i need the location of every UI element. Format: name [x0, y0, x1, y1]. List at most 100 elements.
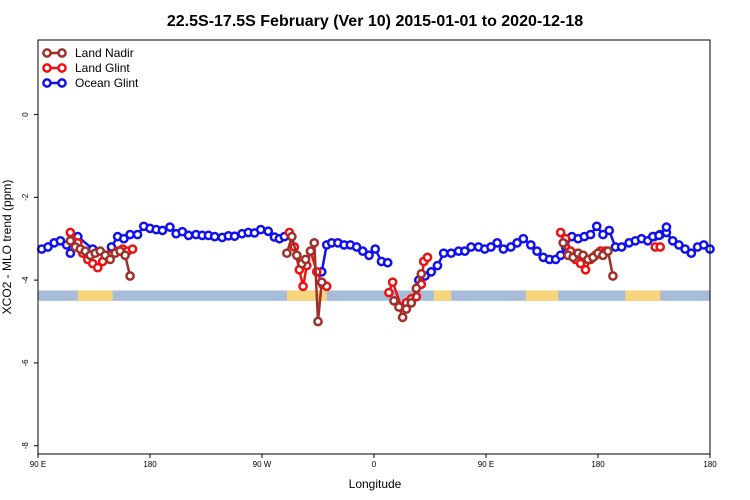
legend-item-land-glint: Land Glint — [42, 61, 130, 75]
land-nadir-point — [608, 271, 618, 281]
land-nadir-point — [406, 298, 417, 308]
map-background-band — [38, 290, 710, 301]
ocean-glint-point — [382, 257, 393, 268]
ocean-glint-point — [591, 221, 602, 232]
land-nadir-point — [603, 246, 613, 256]
ocean-glint-point — [598, 229, 608, 240]
ocean-glint-point — [466, 242, 476, 252]
ocean-glint-point — [498, 244, 509, 254]
land-nadir-point — [300, 254, 311, 265]
ocean-glint-point — [532, 246, 542, 256]
x-tick-label: 90 E — [30, 460, 46, 469]
land-nadir-point — [305, 246, 316, 256]
legend-label: Land Nadir — [75, 46, 134, 60]
legend-marker — [57, 48, 67, 58]
legend-item-land-nadir: Land Nadir — [42, 46, 134, 60]
ocean-glint-point — [661, 222, 672, 232]
ocean-glint-point — [263, 226, 274, 237]
ocean-glint-point — [426, 266, 437, 277]
ocean-glint-point — [125, 229, 135, 240]
land-glint-point — [65, 227, 76, 238]
land-band-3 — [433, 290, 452, 301]
y-axis: 0 -2 -4 -6 -8 — [21, 112, 38, 450]
land-nadir-point — [287, 231, 297, 242]
land-nadir-point — [401, 304, 412, 314]
ocean-glint-point — [492, 238, 503, 248]
ocean-glint-point — [370, 244, 381, 254]
ocean-glint-point — [438, 248, 449, 259]
ocean-glint-point — [364, 250, 374, 261]
legend-item-ocean-glint: Ocean Glint — [42, 76, 139, 90]
land-band-2 — [286, 290, 327, 301]
legend-label: Land Glint — [75, 61, 130, 75]
y-tick-label: -4 — [21, 276, 30, 284]
ocean-glint-point — [351, 242, 362, 252]
ocean-glint-point — [446, 248, 457, 259]
land-glint-point — [384, 287, 394, 298]
land-glint-point — [555, 227, 566, 238]
ocean-glint-point — [55, 235, 66, 246]
x-tick-label: 90 E — [478, 460, 494, 469]
ocean-glint-point — [459, 246, 470, 256]
land-nadir-point — [316, 277, 327, 288]
ocean-glint-point — [616, 242, 627, 252]
x-tick-label: 180 — [591, 460, 605, 469]
ocean-glint-point — [486, 242, 496, 252]
ocean-glint-point — [229, 231, 240, 242]
x-tick-label: 180 — [143, 460, 157, 469]
ocean-glint-point — [132, 229, 143, 240]
land-glint-point — [387, 277, 398, 288]
ocean-glint-point — [525, 240, 536, 250]
ocean-glint-point — [680, 244, 690, 254]
land-glint-point — [580, 264, 591, 275]
ocean-glint-point — [165, 222, 175, 232]
land-nadir-point — [397, 312, 408, 323]
ocean-glint-point — [157, 225, 168, 236]
land-nadir-point — [125, 271, 135, 281]
land-nadir-point — [394, 302, 404, 312]
y-axis-label: XCO2 - MLO trend (ppm) — [0, 180, 14, 315]
land-nadir-point — [291, 250, 302, 261]
series-land-nadir — [65, 231, 618, 327]
land-nadir-point — [416, 269, 427, 279]
ocean-glint-point — [506, 242, 516, 252]
series-ocean-glint — [36, 221, 715, 285]
legend-label: Ocean Glint — [75, 76, 139, 90]
land-nadir-point — [411, 283, 422, 294]
ocean-glint-point — [667, 235, 678, 246]
y-tick-label: -8 — [21, 442, 30, 450]
ocean-glint-point — [65, 248, 76, 259]
ocean-glint-point — [654, 230, 664, 241]
ocean-glint-point — [432, 260, 443, 271]
legend-marker — [42, 78, 52, 88]
land-nadir-point — [65, 235, 76, 246]
ocean-glint-point — [604, 225, 615, 236]
ocean-glint-point — [512, 238, 522, 248]
ocean-glint-point — [209, 231, 220, 242]
ocean-glint-point — [518, 233, 529, 244]
land-nadir-point — [120, 250, 130, 261]
legend-marker — [42, 63, 52, 73]
land-glint-point — [298, 281, 308, 292]
ocean-glint-point — [357, 246, 368, 256]
land-glint-point — [127, 244, 138, 254]
ocean-glint-point — [698, 240, 709, 250]
land-nadir-point — [389, 295, 399, 306]
ocean-glint-point — [585, 229, 596, 240]
ocean-glint-point — [555, 250, 566, 261]
land-glint-point — [655, 242, 666, 252]
ocean-glint-point — [255, 224, 266, 235]
land-nadir-point — [313, 316, 323, 327]
land-nadir-point — [105, 254, 116, 265]
land-glint-point — [575, 258, 586, 269]
ocean-glint-point — [43, 242, 53, 252]
legend-marker — [42, 48, 52, 58]
x-axis: 90 E 180 90 W 0 90 E 180 180 — [30, 454, 717, 469]
land-nadir-point — [282, 248, 292, 259]
chart-title: 22.5S-17.5S February (Ver 10) 2015-01-01… — [167, 13, 583, 30]
land-glint-point — [422, 252, 433, 263]
x-tick-label: 180 — [703, 460, 717, 469]
y-tick-label: 0 — [21, 112, 30, 117]
